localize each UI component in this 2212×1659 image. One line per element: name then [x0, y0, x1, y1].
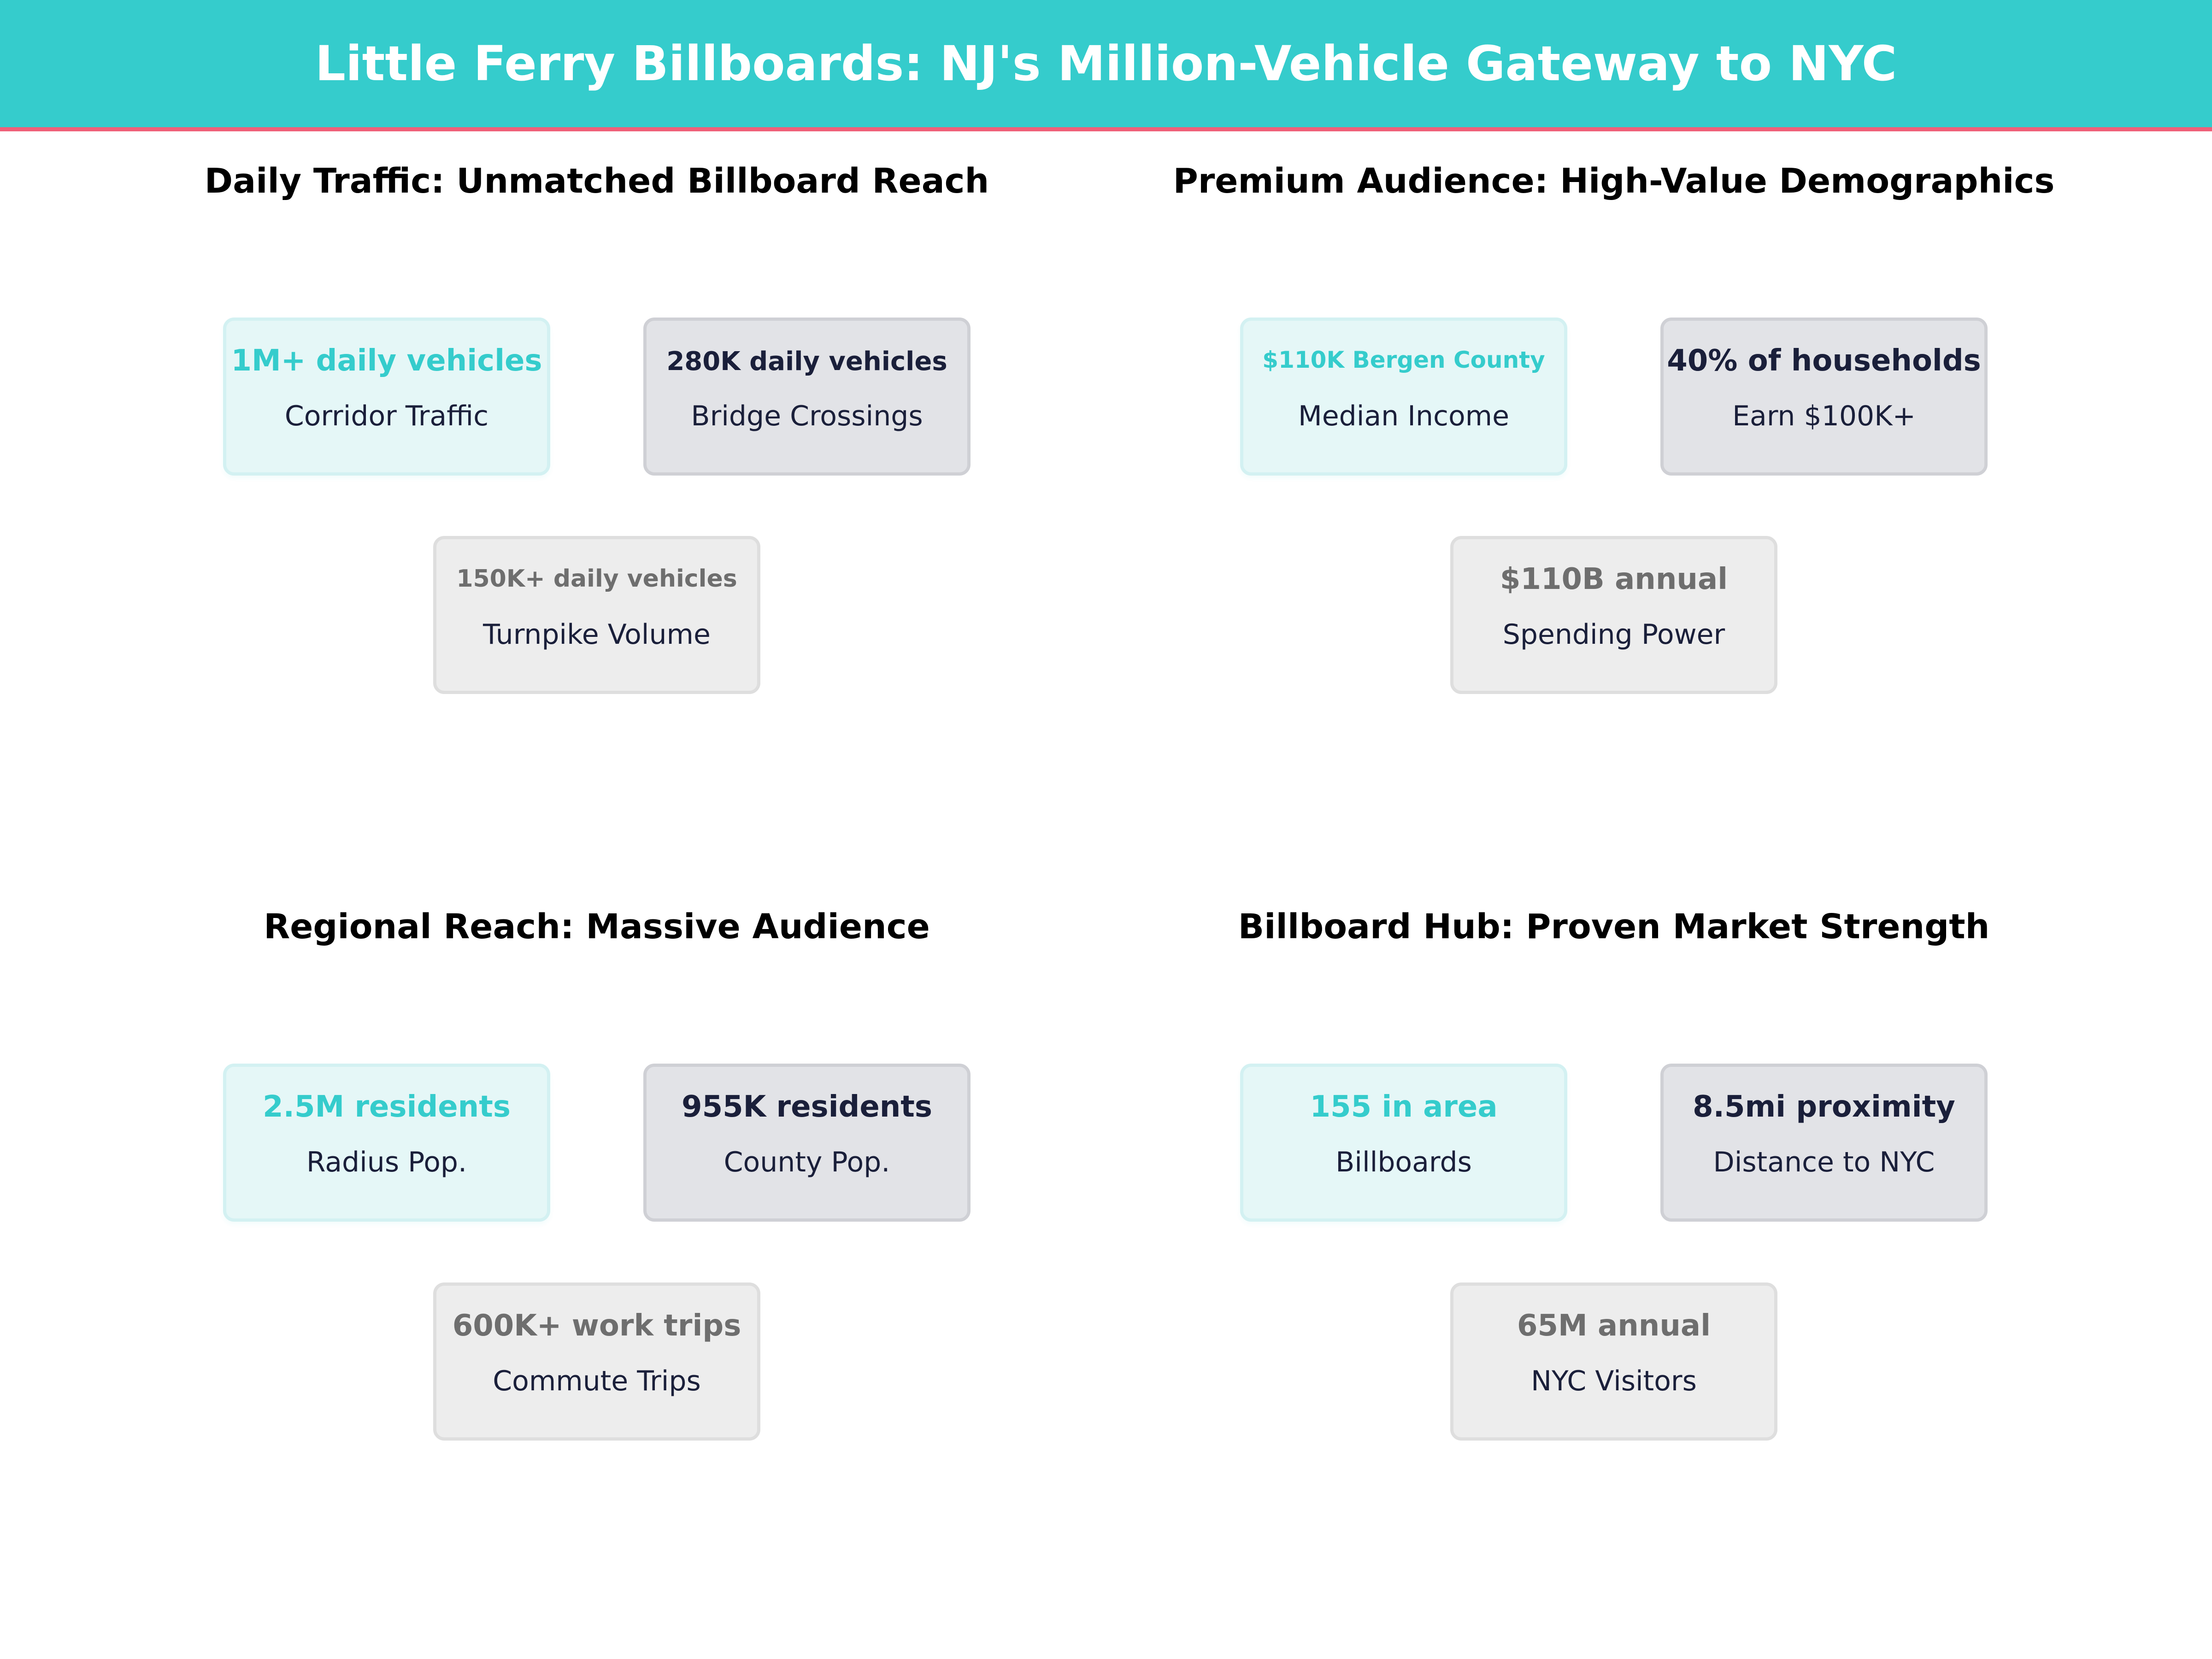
stat-value: 280K daily vehicles	[666, 347, 947, 377]
stat-label: Spending Power	[1502, 618, 1725, 651]
stat-value: 2.5M residents	[263, 1090, 511, 1124]
stat-label: Corridor Traffic	[284, 400, 489, 432]
stat-label: NYC Visitors	[1531, 1365, 1697, 1397]
stat-value: 600K+ work trips	[452, 1309, 741, 1343]
stat-card-county-pop: 955K residents County Pop.	[643, 1064, 971, 1222]
stat-card-distance-to-nyc: 8.5mi proximity Distance to NYC	[1660, 1064, 1988, 1222]
stat-value: 155 in area	[1310, 1090, 1498, 1124]
stat-label: Median Income	[1298, 400, 1510, 432]
stat-card-radius-pop: 2.5M residents Radius Pop.	[223, 1064, 550, 1222]
stat-label: Commute Trips	[493, 1365, 701, 1397]
stat-card-spending-power: $110B annual Spending Power	[1450, 536, 1777, 694]
stat-label: Bridge Crossings	[691, 400, 923, 432]
stat-value: 65M annual	[1517, 1309, 1711, 1343]
stat-card-median-income: $110K Bergen County Median Income	[1240, 318, 1567, 476]
stat-value: 955K residents	[682, 1090, 932, 1124]
header-banner	[0, 0, 2212, 127]
stat-value: $110B annual	[1500, 562, 1728, 596]
header-accent-line	[0, 127, 2212, 131]
stat-card-turnpike-volume: 150K+ daily vehicles Turnpike Volume	[433, 536, 760, 694]
stat-label: Turnpike Volume	[483, 618, 711, 651]
stat-card-billboards: 155 in area Billboards	[1240, 1064, 1567, 1222]
stat-card-commute-trips: 600K+ work trips Commute Trips	[433, 1282, 760, 1441]
section-title-regional-reach: Regional Reach: Massive Audience	[264, 907, 930, 947]
section-title-premium-audience: Premium Audience: High-Value Demographic…	[1173, 161, 2055, 201]
stat-label: Distance to NYC	[1713, 1146, 1935, 1178]
stat-value: 150K+ daily vehicles	[456, 565, 737, 593]
section-title-billboard-hub: Billboard Hub: Proven Market Strength	[1238, 907, 1990, 947]
stat-value: 1M+ daily vehicles	[231, 344, 542, 378]
stat-card-bridge-crossings: 280K daily vehicles Bridge Crossings	[643, 318, 971, 476]
stat-card-earn-100k: 40% of households Earn $100K+	[1660, 318, 1988, 476]
section-title-daily-traffic: Daily Traffic: Unmatched Billboard Reach	[204, 161, 989, 201]
stat-label: Billboards	[1335, 1146, 1472, 1178]
stat-value: $110K Bergen County	[1262, 347, 1545, 373]
stat-card-nyc-visitors: 65M annual NYC Visitors	[1450, 1282, 1777, 1441]
page-title: Little Ferry Billboards: NJ's Million-Ve…	[315, 35, 1897, 92]
stat-label: County Pop.	[724, 1146, 890, 1178]
stat-card-corridor-traffic: 1M+ daily vehicles Corridor Traffic	[223, 318, 550, 476]
stat-value: 40% of households	[1667, 344, 1981, 378]
stat-label: Earn $100K+	[1732, 400, 1916, 432]
stat-value: 8.5mi proximity	[1693, 1090, 1955, 1124]
stat-label: Radius Pop.	[306, 1146, 467, 1178]
